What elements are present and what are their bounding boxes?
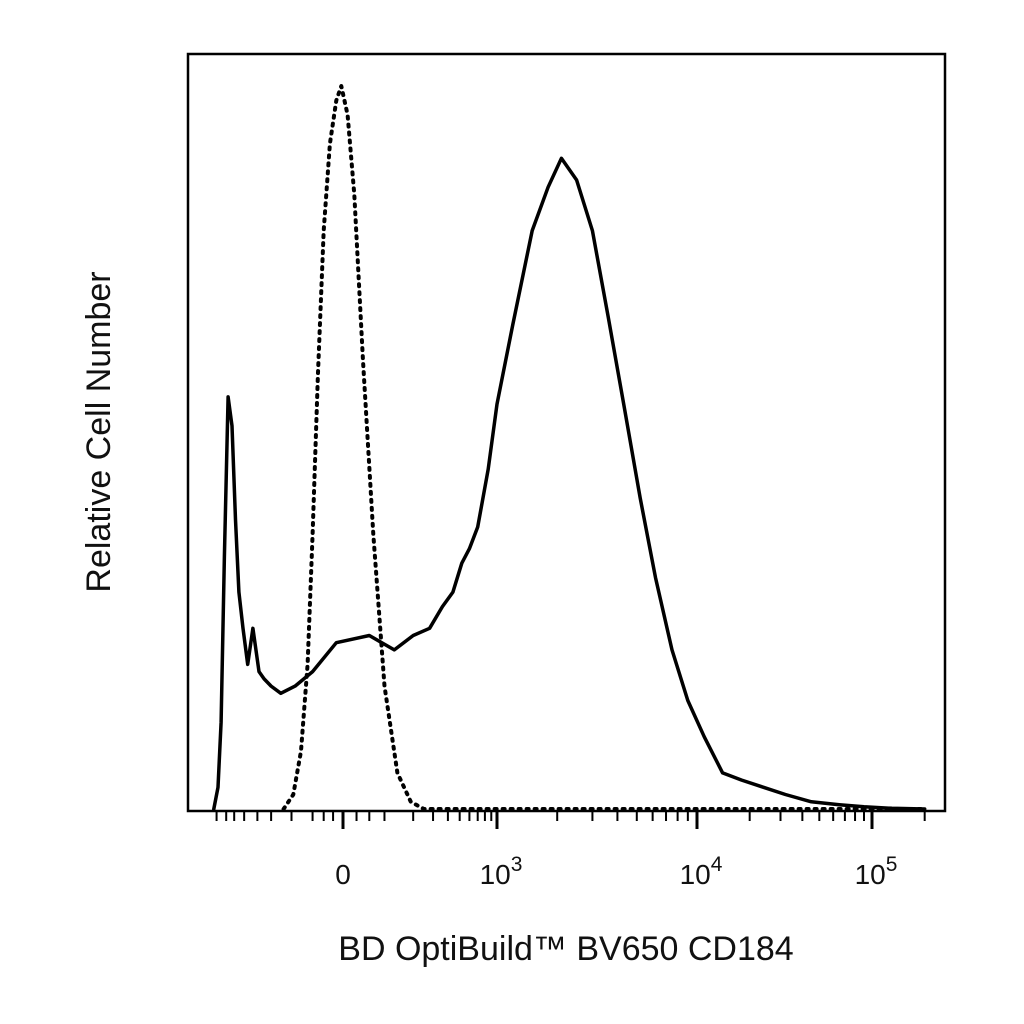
histogram-line-solid bbox=[212, 156, 927, 811]
y-axis-label: Relative Cell Number bbox=[80, 271, 118, 592]
x-tick-label: 104 bbox=[680, 853, 723, 890]
histogram-line-dotted bbox=[281, 84, 927, 811]
x-tick-label: 0 bbox=[335, 859, 351, 890]
x-tick-label: 105 bbox=[855, 853, 898, 890]
plot-frame bbox=[186, 52, 947, 813]
x-tick-label: 103 bbox=[480, 853, 523, 890]
x-tick-labels: 0 103 104 105 bbox=[335, 853, 897, 890]
x-axis-ticks bbox=[215, 811, 926, 829]
series-group bbox=[212, 84, 927, 811]
x-axis-label: BD OptiBuild™ BV650 CD184 bbox=[338, 930, 793, 968]
